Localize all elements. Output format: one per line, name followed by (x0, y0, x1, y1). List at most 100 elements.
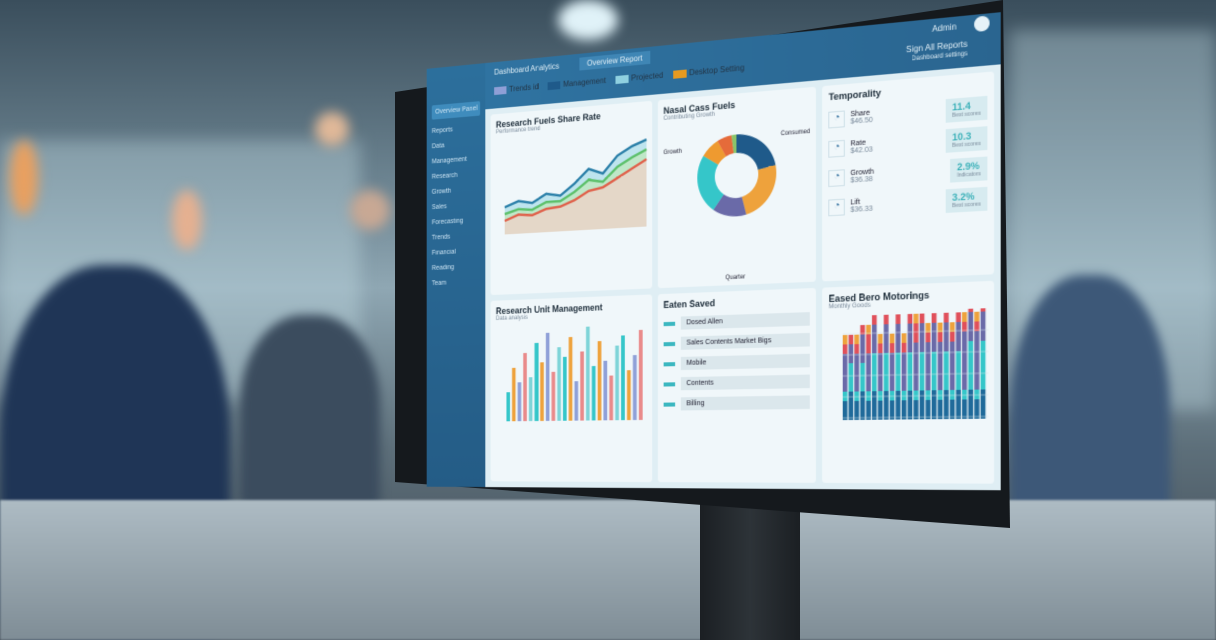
kpi-row[interactable]: ◔ Rate $42.03 10.3 Best scores (828, 126, 988, 161)
stacked-bar-segment (974, 331, 980, 390)
stacked-bar-segment (932, 390, 937, 420)
area-chart-card: Research Fuels Share Rate Performance tr… (490, 100, 652, 296)
stacked-bar-segment (913, 313, 919, 324)
ceiling-light (350, 190, 390, 230)
bar-chart-card: Research Unit Management Data analysis (490, 294, 652, 483)
sidebar-item[interactable]: Growth (431, 187, 452, 196)
stacked-bar-segment (896, 390, 901, 420)
stacked-bar-segment (925, 322, 931, 333)
stacked-bar-segment (950, 341, 956, 391)
stacked-bar-segment (913, 390, 919, 401)
bar (517, 382, 522, 422)
ceiling-light (558, 0, 618, 40)
sidebar-item[interactable]: Reading (431, 264, 455, 272)
sidebar-item[interactable]: Financial (431, 248, 456, 257)
stacked-bar-segment (950, 399, 956, 420)
stacked-bar-segment (913, 400, 919, 420)
donut-slice (713, 193, 747, 218)
list-item[interactable]: Billing (663, 395, 811, 411)
stacked-bar-segment (938, 390, 943, 400)
stacked-bar-segment (944, 351, 950, 391)
kpi-row[interactable]: ◔ Share $46.50 11.4 Best scores (828, 95, 988, 132)
sidebar-item[interactable]: Team (431, 279, 447, 288)
user-name[interactable]: Admin (931, 21, 957, 34)
kpi-value: 3.2% Best scores (945, 186, 988, 213)
legend-label: Desktop Setting (689, 63, 745, 78)
kpi-row[interactable]: ◔ Lift $36.33 3.2% Best scores (828, 186, 988, 220)
stacked-bar-segment (980, 389, 986, 419)
bar (540, 362, 544, 421)
sidebar-item[interactable]: Trends (431, 233, 451, 242)
stacked-bar-segment (950, 322, 956, 332)
sidebar-item[interactable]: Research (431, 172, 458, 181)
stacked-bar-segment (866, 353, 872, 392)
stacked-bar-segment (854, 391, 860, 401)
stacked-bar-segment (938, 332, 943, 342)
stacked-bar-segment (866, 334, 872, 354)
card-title: Eaten Saved (663, 298, 716, 311)
stacked-bar-segment (956, 389, 962, 419)
legend-label: Projected (631, 70, 664, 83)
sidebar-item[interactable]: Management (431, 156, 467, 166)
stacked-bar-segment (872, 324, 878, 354)
sidebar-item[interactable]: Reports (431, 126, 453, 135)
legend-swatch (672, 69, 687, 79)
bar (528, 377, 533, 422)
stacked-bar-card: Eased Bero Motorings Monthly Goods (822, 280, 995, 484)
stacked-bar-segment (843, 391, 848, 402)
stacked-bar-segment (854, 334, 860, 345)
sidebar: Overview Panel Reports Data Management Resea… (426, 63, 486, 488)
bar (591, 365, 596, 421)
stacked-bar-segment (925, 399, 931, 420)
stacked-bar-segment (860, 324, 866, 335)
sidebar-item[interactable]: Overview Panel (431, 101, 481, 120)
stacked-bar-segment (919, 323, 925, 353)
bar (568, 336, 573, 421)
list-item[interactable]: Contents (663, 374, 811, 391)
stacked-bar-segment (843, 353, 848, 392)
stacked-bar-segment (925, 332, 931, 343)
avatar[interactable] (974, 15, 990, 33)
bar (551, 371, 556, 421)
kpi-value: 2.9% Indicators (950, 156, 988, 183)
bar (586, 326, 590, 421)
stacked-bar-segment (932, 322, 937, 352)
sidebar-item[interactable]: Sales (431, 203, 447, 211)
stacked-bar-segment (956, 351, 962, 390)
stacked-bar-segment (925, 390, 931, 401)
stacked-bar-segment (848, 344, 854, 364)
area-chart (496, 126, 651, 235)
stacked-bar-segment (890, 390, 895, 401)
list-label: Sales Contents Market Bigs (680, 332, 811, 350)
stacked-bar-segment (890, 333, 895, 344)
list-item[interactable]: Sales Contents Market Bigs (663, 332, 811, 350)
stacked-bar-segment (907, 390, 913, 420)
stacked-bar-segment (980, 311, 986, 341)
stacked-bar-segment (884, 324, 889, 353)
legend-label: Trends id (509, 82, 539, 94)
stacked-bar-segment (866, 391, 872, 401)
list-label: Dosed Allen (680, 312, 811, 330)
stacked-bar-segment (974, 389, 980, 400)
list-card: Eaten Saved Dosed Allen Sales Contents Ma… (657, 287, 817, 483)
stacked-bar-segment (878, 352, 883, 392)
sidebar-item[interactable]: Data (431, 142, 445, 151)
donut-slice (697, 154, 724, 211)
stacked-bar-segment (913, 342, 919, 391)
donut-slice (741, 165, 777, 215)
list-item[interactable]: Mobile (663, 353, 811, 371)
stacked-bar-segment (919, 313, 925, 324)
bar (545, 332, 550, 421)
kpi-row[interactable]: ◔ Growth $36.38 2.9% Indicators (828, 156, 988, 190)
tab-overview[interactable]: Overview Report (579, 50, 651, 71)
kpi-value: 10.3 Best scores (945, 126, 988, 153)
bar-chart (506, 326, 642, 422)
list-item[interactable]: Dosed Allen (663, 312, 811, 330)
list-swatch (663, 361, 675, 366)
donut-chart-card: Nasal Cass Fuels Contributing Growth Gro… (657, 86, 817, 289)
bar (506, 392, 511, 422)
stacked-bar-segment (872, 353, 878, 392)
sidebar-item[interactable]: Forecasting (431, 217, 464, 227)
stacked-bar-segment (896, 323, 901, 353)
kpi-icon: ◔ (828, 110, 846, 129)
